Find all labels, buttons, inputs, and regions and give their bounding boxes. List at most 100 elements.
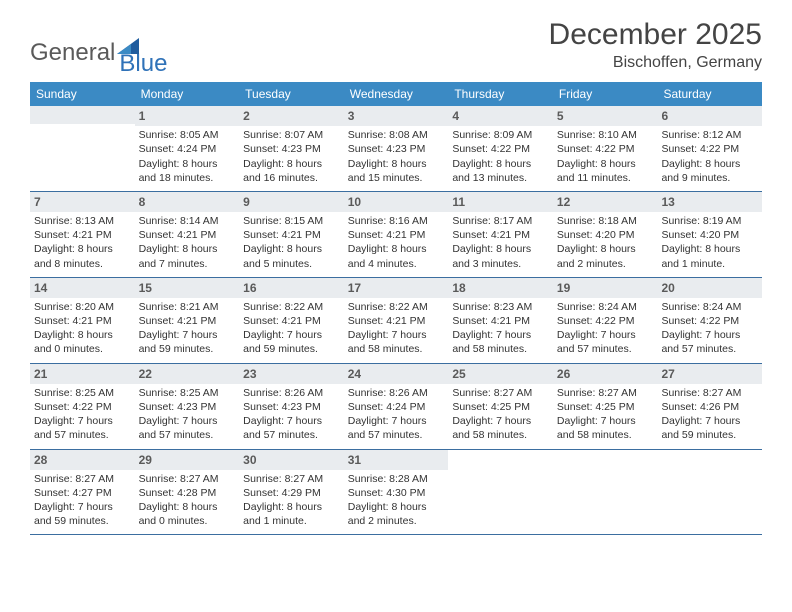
day-number: 22 xyxy=(135,364,240,384)
calendar-cell: 29Sunrise: 8:27 AMSunset: 4:28 PMDayligh… xyxy=(135,450,240,535)
daylight-text: Daylight: 8 hours and 11 minutes. xyxy=(557,157,654,185)
sunset-text: Sunset: 4:25 PM xyxy=(557,400,654,414)
day-number: 9 xyxy=(239,192,344,212)
day-number: 16 xyxy=(239,278,344,298)
sunset-text: Sunset: 4:25 PM xyxy=(452,400,549,414)
sunrise-text: Sunrise: 8:16 AM xyxy=(348,214,445,228)
daylight-text: Daylight: 8 hours and 0 minutes. xyxy=(34,328,131,356)
day-number: 7 xyxy=(30,192,135,212)
brand-logo: General Blue xyxy=(30,28,167,78)
daylight-text: Daylight: 7 hours and 59 minutes. xyxy=(139,328,236,356)
sunset-text: Sunset: 4:21 PM xyxy=(139,314,236,328)
sunrise-text: Sunrise: 8:14 AM xyxy=(139,214,236,228)
day-number: 6 xyxy=(657,106,762,126)
calendar-cell: 28Sunrise: 8:27 AMSunset: 4:27 PMDayligh… xyxy=(30,450,135,535)
calendar-cell: 20Sunrise: 8:24 AMSunset: 4:22 PMDayligh… xyxy=(657,278,762,363)
sunset-text: Sunset: 4:22 PM xyxy=(661,142,758,156)
calendar-cell: 1Sunrise: 8:05 AMSunset: 4:24 PMDaylight… xyxy=(135,106,240,191)
daylight-text: Daylight: 7 hours and 58 minutes. xyxy=(452,328,549,356)
day-number: 27 xyxy=(657,364,762,384)
sunset-text: Sunset: 4:29 PM xyxy=(243,486,340,500)
daylight-text: Daylight: 8 hours and 16 minutes. xyxy=(243,157,340,185)
sunrise-text: Sunrise: 8:15 AM xyxy=(243,214,340,228)
calendar-cell xyxy=(448,450,553,535)
sunrise-text: Sunrise: 8:19 AM xyxy=(661,214,758,228)
sunrise-text: Sunrise: 8:24 AM xyxy=(557,300,654,314)
daylight-text: Daylight: 8 hours and 15 minutes. xyxy=(348,157,445,185)
calendar-cell: 30Sunrise: 8:27 AMSunset: 4:29 PMDayligh… xyxy=(239,450,344,535)
calendar-week: 21Sunrise: 8:25 AMSunset: 4:22 PMDayligh… xyxy=(30,364,762,450)
day-header-row: Sunday Monday Tuesday Wednesday Thursday… xyxy=(30,82,762,106)
sunrise-text: Sunrise: 8:26 AM xyxy=(243,386,340,400)
sunrise-text: Sunrise: 8:17 AM xyxy=(452,214,549,228)
calendar-cell: 26Sunrise: 8:27 AMSunset: 4:25 PMDayligh… xyxy=(553,364,658,449)
day-number: 11 xyxy=(448,192,553,212)
sunset-text: Sunset: 4:22 PM xyxy=(557,142,654,156)
day-number: 4 xyxy=(448,106,553,126)
calendar: Sunday Monday Tuesday Wednesday Thursday… xyxy=(30,82,762,535)
daylight-text: Daylight: 7 hours and 57 minutes. xyxy=(34,414,131,442)
day-number: 24 xyxy=(344,364,449,384)
daylight-text: Daylight: 7 hours and 57 minutes. xyxy=(348,414,445,442)
calendar-cell: 17Sunrise: 8:22 AMSunset: 4:21 PMDayligh… xyxy=(344,278,449,363)
day-number: 13 xyxy=(657,192,762,212)
sunrise-text: Sunrise: 8:22 AM xyxy=(348,300,445,314)
calendar-cell: 11Sunrise: 8:17 AMSunset: 4:21 PMDayligh… xyxy=(448,192,553,277)
calendar-cell xyxy=(30,106,135,191)
calendar-cell: 9Sunrise: 8:15 AMSunset: 4:21 PMDaylight… xyxy=(239,192,344,277)
sunrise-text: Sunrise: 8:18 AM xyxy=(557,214,654,228)
sunrise-text: Sunrise: 8:20 AM xyxy=(34,300,131,314)
sunset-text: Sunset: 4:20 PM xyxy=(661,228,758,242)
sunset-text: Sunset: 4:23 PM xyxy=(348,142,445,156)
day-header: Saturday xyxy=(657,82,762,106)
day-number: 19 xyxy=(553,278,658,298)
daylight-text: Daylight: 8 hours and 2 minutes. xyxy=(557,242,654,270)
calendar-cell xyxy=(553,450,658,535)
calendar-cell: 12Sunrise: 8:18 AMSunset: 4:20 PMDayligh… xyxy=(553,192,658,277)
sunrise-text: Sunrise: 8:05 AM xyxy=(139,128,236,142)
sunset-text: Sunset: 4:21 PM xyxy=(348,314,445,328)
daylight-text: Daylight: 8 hours and 4 minutes. xyxy=(348,242,445,270)
daylight-text: Daylight: 8 hours and 8 minutes. xyxy=(34,242,131,270)
daylight-text: Daylight: 7 hours and 58 minutes. xyxy=(348,328,445,356)
sunset-text: Sunset: 4:22 PM xyxy=(661,314,758,328)
sunset-text: Sunset: 4:22 PM xyxy=(557,314,654,328)
daylight-text: Daylight: 8 hours and 7 minutes. xyxy=(139,242,236,270)
day-number-empty xyxy=(30,106,135,124)
sunrise-text: Sunrise: 8:26 AM xyxy=(348,386,445,400)
sunrise-text: Sunrise: 8:27 AM xyxy=(557,386,654,400)
sunset-text: Sunset: 4:21 PM xyxy=(139,228,236,242)
daylight-text: Daylight: 8 hours and 1 minute. xyxy=(243,500,340,528)
sunset-text: Sunset: 4:24 PM xyxy=(139,142,236,156)
calendar-cell: 25Sunrise: 8:27 AMSunset: 4:25 PMDayligh… xyxy=(448,364,553,449)
day-number: 14 xyxy=(30,278,135,298)
calendar-cell: 6Sunrise: 8:12 AMSunset: 4:22 PMDaylight… xyxy=(657,106,762,191)
sunset-text: Sunset: 4:21 PM xyxy=(34,228,131,242)
day-number: 3 xyxy=(344,106,449,126)
sunset-text: Sunset: 4:24 PM xyxy=(348,400,445,414)
calendar-cell: 3Sunrise: 8:08 AMSunset: 4:23 PMDaylight… xyxy=(344,106,449,191)
sunset-text: Sunset: 4:20 PM xyxy=(557,228,654,242)
day-number: 28 xyxy=(30,450,135,470)
calendar-cell: 13Sunrise: 8:19 AMSunset: 4:20 PMDayligh… xyxy=(657,192,762,277)
sunrise-text: Sunrise: 8:21 AM xyxy=(139,300,236,314)
calendar-cell: 8Sunrise: 8:14 AMSunset: 4:21 PMDaylight… xyxy=(135,192,240,277)
sunrise-text: Sunrise: 8:13 AM xyxy=(34,214,131,228)
daylight-text: Daylight: 7 hours and 57 minutes. xyxy=(661,328,758,356)
day-header: Friday xyxy=(553,82,658,106)
sunrise-text: Sunrise: 8:28 AM xyxy=(348,472,445,486)
sunset-text: Sunset: 4:30 PM xyxy=(348,486,445,500)
sunset-text: Sunset: 4:28 PM xyxy=(139,486,236,500)
sunrise-text: Sunrise: 8:23 AM xyxy=(452,300,549,314)
sunrise-text: Sunrise: 8:27 AM xyxy=(661,386,758,400)
daylight-text: Daylight: 8 hours and 3 minutes. xyxy=(452,242,549,270)
daylight-text: Daylight: 7 hours and 57 minutes. xyxy=(139,414,236,442)
day-number: 31 xyxy=(344,450,449,470)
daylight-text: Daylight: 7 hours and 57 minutes. xyxy=(557,328,654,356)
calendar-cell: 21Sunrise: 8:25 AMSunset: 4:22 PMDayligh… xyxy=(30,364,135,449)
calendar-cell: 31Sunrise: 8:28 AMSunset: 4:30 PMDayligh… xyxy=(344,450,449,535)
sunrise-text: Sunrise: 8:27 AM xyxy=(139,472,236,486)
calendar-cell: 4Sunrise: 8:09 AMSunset: 4:22 PMDaylight… xyxy=(448,106,553,191)
calendar-week: 1Sunrise: 8:05 AMSunset: 4:24 PMDaylight… xyxy=(30,106,762,192)
calendar-cell: 16Sunrise: 8:22 AMSunset: 4:21 PMDayligh… xyxy=(239,278,344,363)
